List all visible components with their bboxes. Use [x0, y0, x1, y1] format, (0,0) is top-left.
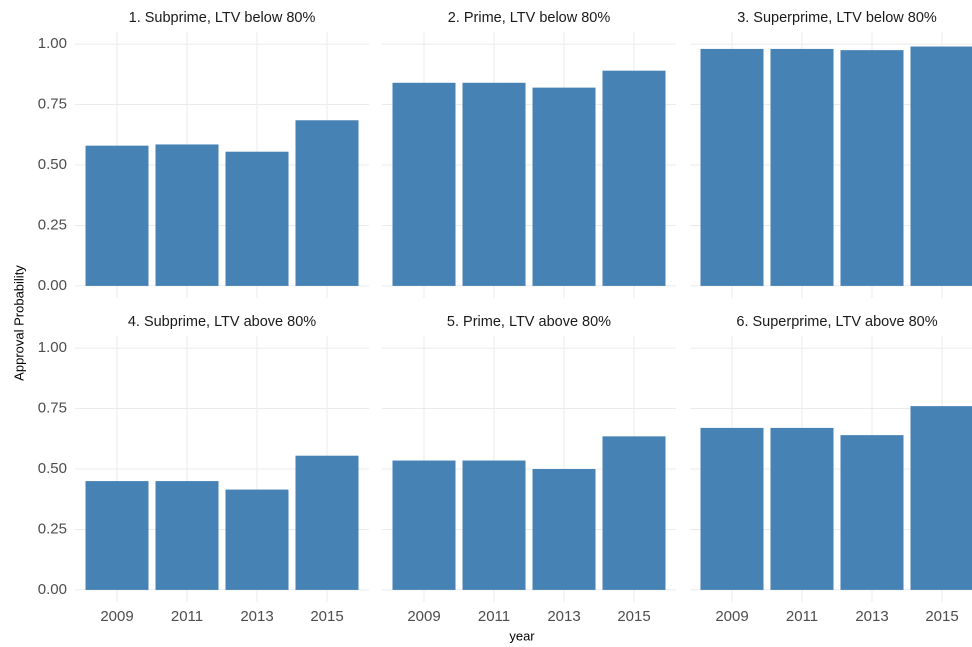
panel-title: 2. Prime, LTV below 80%	[448, 10, 611, 26]
bar	[462, 460, 526, 590]
y-tick-label: 1.00	[38, 339, 67, 356]
bar	[770, 48, 834, 286]
bar	[155, 481, 219, 590]
panel-title: 1. Subprime, LTV below 80%	[129, 10, 316, 26]
x-tick-label: 2015	[310, 608, 343, 625]
bar	[770, 427, 834, 590]
y-tick-label: 0.50	[38, 156, 67, 173]
x-tick-label: 2009	[715, 608, 748, 625]
bar	[840, 435, 904, 590]
bar	[532, 469, 596, 590]
bar	[85, 145, 149, 286]
y-tick-label: 0.00	[38, 581, 67, 598]
bar	[225, 489, 289, 590]
bar	[295, 455, 359, 590]
bar	[392, 82, 456, 286]
x-tick-label: 2015	[617, 608, 650, 625]
bar	[225, 151, 289, 286]
x-axis-label: year	[509, 628, 535, 643]
panels: 0.00 0.25 0.50 0.75 1.00 1. Subprime, LTV bel…	[38, 10, 972, 625]
panel-title: 5. Prime, LTV above 80%	[447, 314, 611, 330]
bar	[462, 82, 526, 286]
bar	[155, 144, 219, 286]
bar	[910, 406, 972, 590]
x-tick-label: 2013	[547, 608, 580, 625]
x-tick-label: 2011	[478, 608, 510, 625]
y-tick-label: 0.25	[38, 216, 67, 233]
y-tick-label: 0.75	[38, 400, 67, 417]
y-tick-label: 0.50	[38, 460, 67, 477]
bar	[602, 70, 666, 286]
y-axis-label: Approval Probability	[11, 265, 26, 381]
panel-title: 6. Superprime, LTV above 80%	[736, 314, 937, 330]
x-tick-label: 2013	[855, 608, 888, 625]
x-tick-label: 2009	[407, 608, 440, 625]
bar	[392, 460, 456, 590]
bar	[295, 120, 359, 286]
x-tick-label: 2009	[100, 608, 133, 625]
bar	[602, 436, 666, 590]
bar	[700, 48, 764, 286]
bar	[85, 481, 149, 590]
bar	[840, 50, 904, 286]
y-tick-label: 0.25	[38, 520, 67, 537]
x-tick-label: 2011	[786, 608, 818, 625]
bar	[532, 87, 596, 286]
y-tick-label: 1.00	[38, 35, 67, 52]
y-tick-label: 0.75	[38, 96, 67, 113]
panel-title: 4. Subprime, LTV above 80%	[128, 314, 316, 330]
bar	[910, 46, 972, 286]
x-tick-label: 2013	[240, 608, 273, 625]
x-tick-label: 2011	[171, 608, 203, 625]
bar	[700, 427, 764, 590]
y-tick-label: 0.00	[38, 277, 67, 294]
x-tick-label: 2015	[925, 608, 958, 625]
panel-title: 3. Superprime, LTV below 80%	[737, 10, 937, 26]
